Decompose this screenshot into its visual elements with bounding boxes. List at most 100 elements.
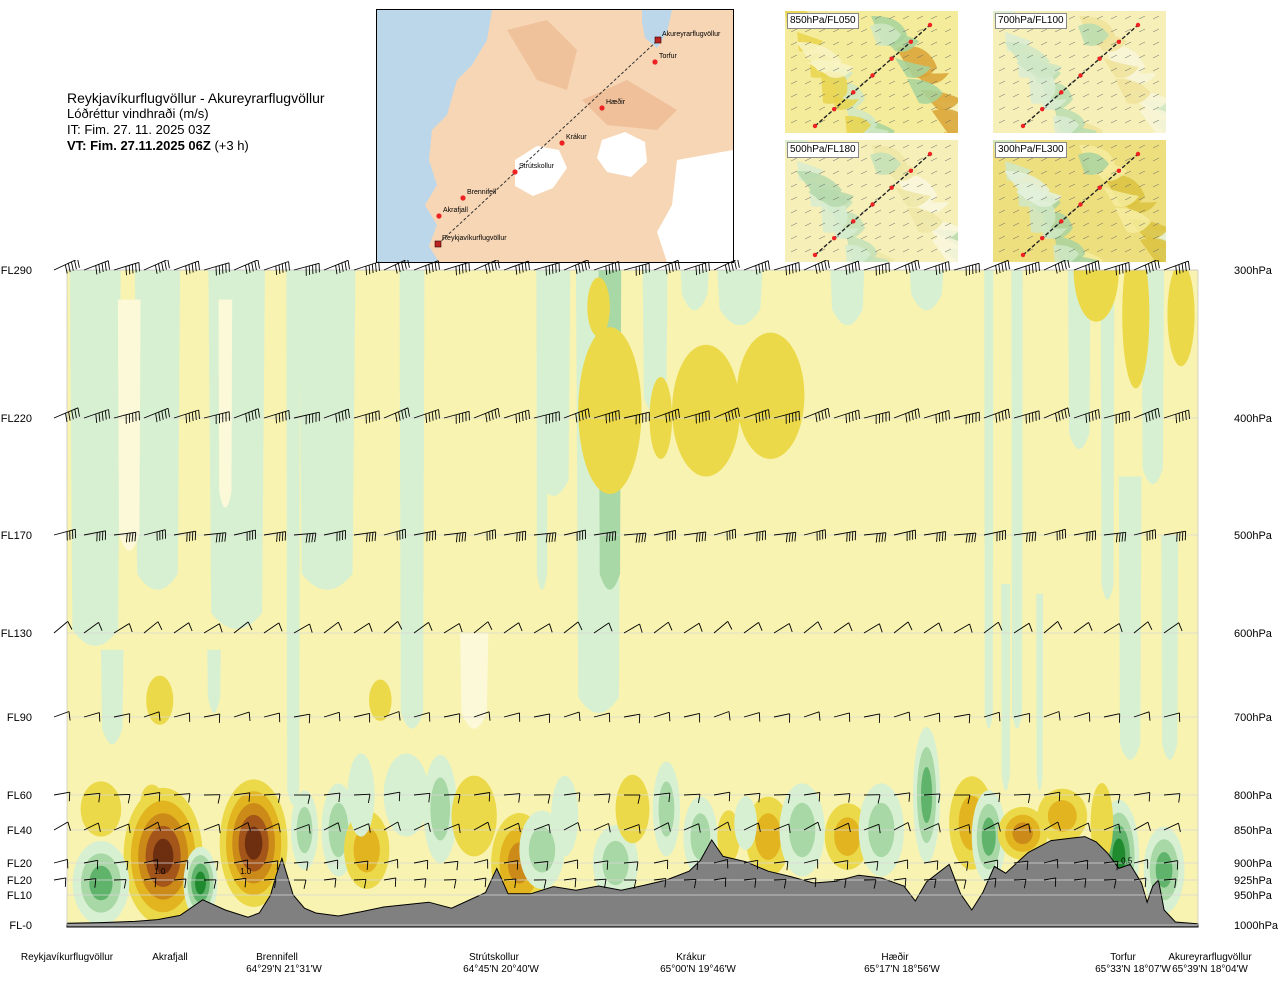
wind-barb-staff (1133, 711, 1150, 718)
wind-barb-staff (683, 712, 700, 718)
wind-barb-flag (1085, 413, 1088, 423)
level-panel-waypoint (1039, 106, 1045, 112)
level-panel-barb (888, 106, 896, 111)
level-panel-barb (1026, 106, 1034, 111)
wind-barb-staff (323, 529, 346, 536)
level-panel-barb (874, 80, 882, 85)
wind-barb-flag (798, 262, 800, 272)
level-panel-barb (1096, 80, 1104, 85)
level-panel-barb (1152, 119, 1160, 124)
heatmap-lowlevel-cell (981, 817, 996, 856)
wind-barb-flag (1067, 407, 1070, 417)
wind-barb-flag (458, 823, 461, 833)
wind-barb-flag (737, 407, 740, 417)
wind-barb-staff (83, 409, 109, 419)
level-panel-map (993, 140, 1166, 262)
wind-barb-flag (1058, 411, 1061, 421)
wind-barb-staff (1073, 409, 1099, 419)
wind-barb-flag (366, 861, 369, 871)
level-panel-barb (998, 119, 1006, 124)
level-panel-barb (944, 183, 952, 188)
wind-barb-flag (1151, 410, 1154, 420)
wind-barb-flag (164, 260, 167, 270)
wind-barb-flag (787, 794, 791, 804)
wind-barb-flag (158, 792, 161, 802)
wind-barb-flag (455, 266, 457, 276)
level-panel-barb (902, 235, 910, 240)
wind-barb-flag (1176, 860, 1179, 870)
wind-barb-flag (438, 409, 440, 419)
wind-barb-flag (278, 793, 281, 803)
level-panel-barb (1040, 119, 1048, 124)
level-panel-barb (888, 15, 896, 20)
wind-barb-flag (218, 824, 221, 834)
wind-barb-flag (188, 793, 191, 803)
level-panel-barb (998, 106, 1006, 111)
wind-barb-staff (533, 623, 550, 634)
wind-barb-flag (366, 533, 368, 543)
wind-barb-staff (323, 260, 349, 271)
wind-barb-flag (881, 532, 884, 542)
wind-barb-flag (764, 261, 767, 271)
heatmap-band (286, 270, 300, 805)
wind-barb-flag (875, 533, 878, 543)
wind-barb-flag (636, 861, 639, 871)
heatmap-band (1118, 476, 1142, 760)
heatmap-band (399, 270, 425, 729)
wind-barb-flag (944, 262, 947, 272)
level-panel-barb (846, 248, 854, 253)
level-panel-barb (1152, 183, 1160, 188)
level-panel-barb (902, 144, 910, 149)
level-panel-barb (1096, 248, 1104, 253)
wind-barb-staff (713, 528, 736, 536)
level-panel-barb (1124, 54, 1132, 59)
wind-barb-staff (383, 858, 398, 864)
wind-barb-flag (218, 623, 223, 633)
wind-barb-staff (923, 261, 949, 271)
wind-barb-staff (593, 823, 609, 831)
level-panel-barb (1138, 15, 1146, 20)
wind-barb-staff (473, 859, 488, 864)
wind-barb-flag (197, 261, 200, 271)
level-panel-barb (860, 170, 868, 175)
wind-barb-staff (803, 621, 819, 634)
level-panel-barb (888, 248, 896, 253)
level-panel-barb (930, 157, 938, 162)
wind-barb-flag (1023, 879, 1027, 889)
wind-barb-flag (64, 264, 68, 274)
wind-barb-flag (938, 793, 941, 803)
wind-barb-staff (863, 713, 880, 718)
heatmap-updraft-blob (587, 277, 610, 337)
wind-barb-staff (173, 860, 188, 864)
wind-barb-flag (606, 532, 608, 542)
heatmap-updraft-blob (672, 344, 740, 477)
wind-barb-flag (303, 879, 307, 889)
wind-barb-flag (997, 822, 1001, 832)
wind-barb-flag (487, 822, 491, 832)
level-panel-blob (821, 201, 848, 233)
wind-barb-staff (503, 878, 517, 881)
wind-barb-flag (827, 260, 830, 269)
wind-barb-staff (113, 410, 140, 419)
level-panel-waypoint (927, 151, 933, 157)
wind-barb-flag (308, 714, 311, 724)
wind-barb-flag (851, 412, 854, 422)
wind-barb-flag (74, 409, 77, 419)
wind-barb-flag (1088, 793, 1091, 803)
wind-barb-staff (353, 823, 369, 831)
wind-barb-flag (724, 877, 727, 887)
level-panel-barb (804, 248, 812, 253)
level-panel-barb (1012, 209, 1020, 214)
level-panel-barb (888, 196, 896, 201)
wind-barb-flag (639, 623, 643, 633)
level-panel-barb (1054, 196, 1062, 201)
wind-barb-staff (833, 260, 859, 271)
level-panel-barb (804, 119, 812, 124)
wind-barb-flag (167, 408, 170, 418)
level-panel-barb (1082, 209, 1090, 214)
wind-barb-staff (113, 713, 130, 718)
wind-barb-flag (971, 533, 974, 543)
level-panel-barb (1054, 248, 1062, 253)
level-panel-barb (1152, 41, 1160, 46)
wind-barb-flag (398, 411, 401, 421)
